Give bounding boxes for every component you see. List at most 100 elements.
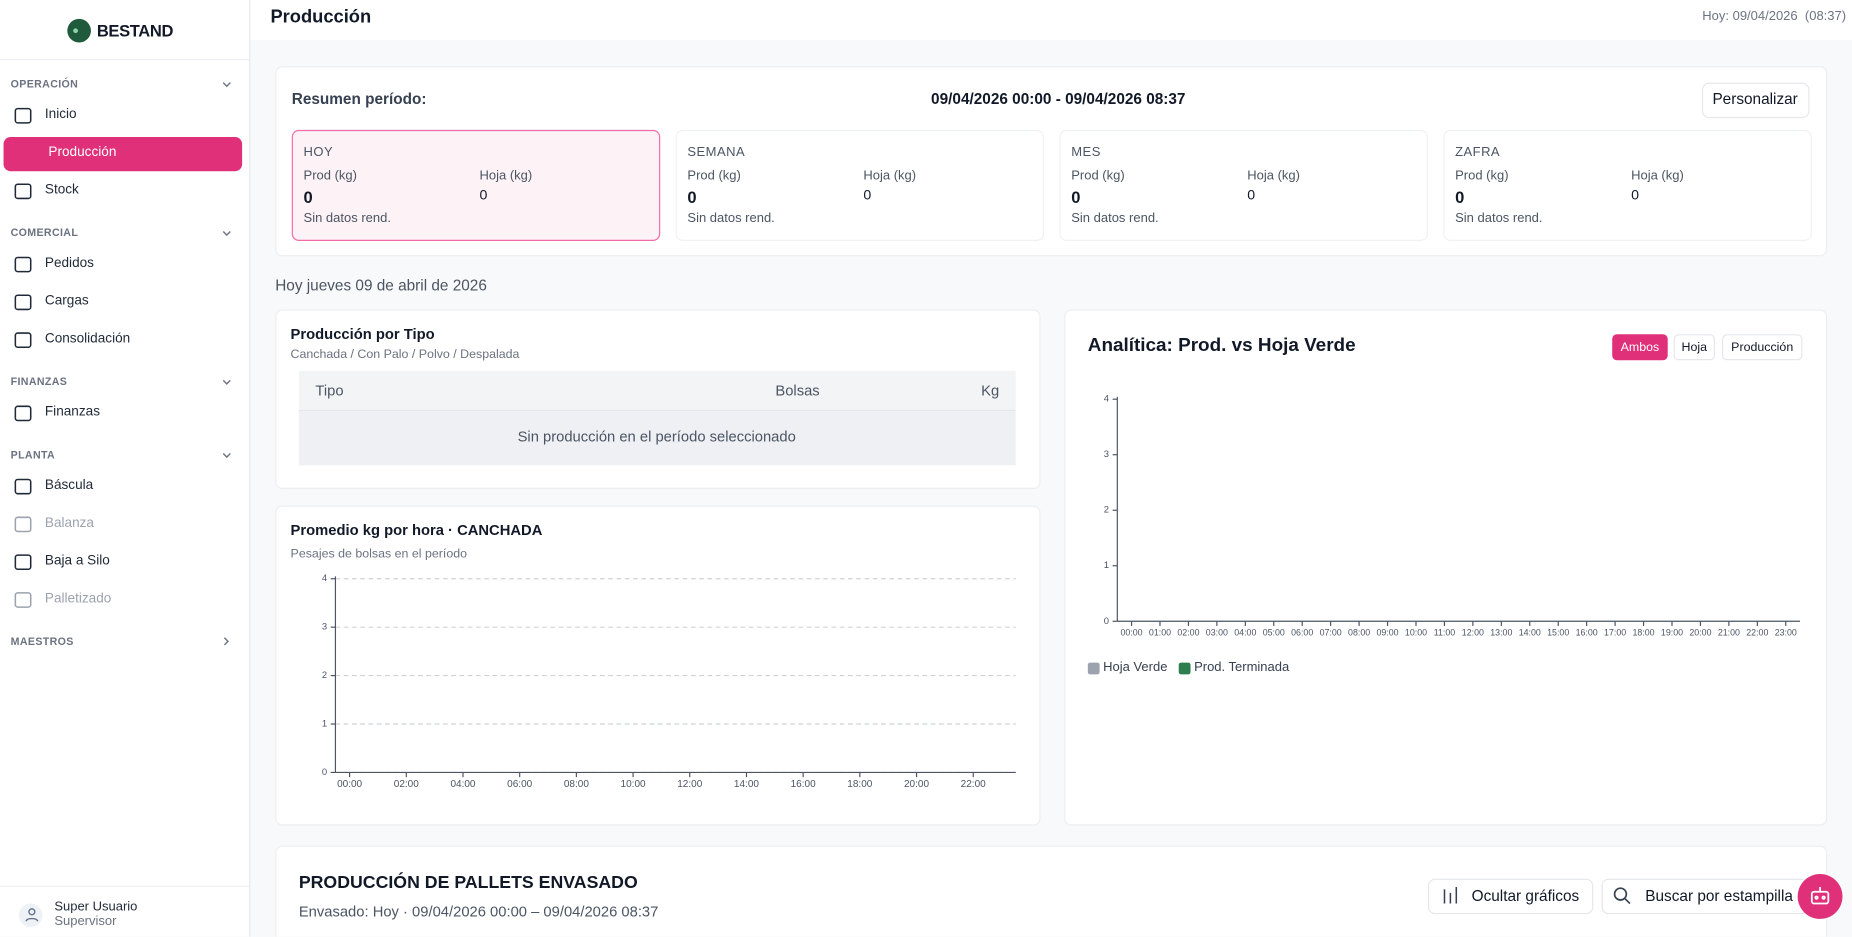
x-tick-label: 14:00 — [1519, 627, 1541, 637]
prod-label: Prod (kg) — [303, 169, 357, 184]
search-label[interactable]: Buscar por estampilla — [1645, 887, 1793, 905]
x-tick-label: 10:00 — [1405, 627, 1427, 637]
table-title: Producción por Tipo — [290, 325, 435, 342]
nav-item[interactable]: Cargas — [44, 294, 89, 309]
prod-label: Prod (kg) — [1071, 169, 1125, 184]
x-tick-label: 11:00 — [1434, 627, 1456, 637]
period-card[interactable] — [675, 129, 1045, 241]
active-nav-bg[interactable] — [3, 137, 243, 172]
nav-item[interactable]: Consolidación — [44, 331, 131, 347]
x-tick-label: 14:00 — [734, 779, 759, 790]
y-tick-label: 4 — [322, 573, 327, 584]
section-heading: PLANTA — [10, 448, 56, 461]
x-tick-label: 21:00 — [1718, 627, 1740, 637]
prod-label: Prod (kg) — [687, 169, 741, 184]
summary-label: Resumen período: — [291, 89, 427, 108]
pallets-subtitle: Envasado: Hoy · 09/04/2026 00:00 – 09/04… — [298, 902, 659, 920]
nav-item[interactable]: Inicio — [44, 107, 77, 122]
x-tick-label: 20:00 — [904, 779, 929, 790]
header-bar — [250, 0, 1852, 41]
nav-icon — [14, 107, 32, 124]
section-heading: MAESTROS — [10, 634, 74, 647]
legend-swatch — [1178, 662, 1191, 675]
x-tick-label: 16:00 — [1576, 627, 1598, 637]
date-heading: Hoy jueves 09 de abril de 2026 — [275, 276, 487, 295]
table-header — [298, 370, 1016, 412]
prod-value: 0 — [1071, 187, 1081, 207]
hoja-label: Hoja (kg) — [1631, 169, 1684, 184]
hoja-value: 0 — [863, 186, 872, 203]
table-empty-message: Sin producción en el período seleccionad… — [517, 428, 796, 445]
pallets-title: PRODUCCIÓN DE PALLETS ENVASADO — [298, 872, 638, 893]
x-tick-label: 02:00 — [1177, 627, 1199, 637]
personalizar-button[interactable] — [1701, 82, 1810, 119]
x-tick-label: 00:00 — [1120, 627, 1142, 637]
table-subtitle: Canchada / Con Palo / Polvo / Despalada — [290, 346, 520, 362]
nav-item[interactable]: Pedidos — [44, 256, 94, 271]
period-card[interactable] — [1443, 129, 1812, 241]
nav-item[interactable]: Finanzas — [44, 405, 101, 420]
chart-title: Promedio kg por hora · CANCHADA — [290, 521, 543, 538]
y-tick-label: 2 — [1104, 505, 1109, 516]
hide-charts-button[interactable] — [1427, 878, 1594, 915]
hoja-label: Hoja (kg) — [863, 169, 917, 184]
nav-icon — [14, 405, 32, 422]
personalizar-label[interactable]: Personalizar — [1712, 89, 1798, 108]
search-icon — [1613, 887, 1631, 905]
nav-icon — [14, 478, 32, 495]
chart-title: Analítica: Prod. vs Hoja Verde — [1087, 335, 1356, 356]
page-title: Producción — [270, 6, 372, 27]
x-tick-label: 04:00 — [450, 779, 475, 790]
prod-value: 0 — [1455, 187, 1465, 207]
x-tick-label: 12:00 — [677, 779, 702, 790]
legend-swatch — [1087, 662, 1100, 675]
nav-item[interactable]: Stock — [44, 183, 79, 198]
card-note: Sin datos rend. — [687, 211, 775, 227]
x-tick-label: 18:00 — [1632, 627, 1654, 637]
x-tick-label: 02:00 — [394, 779, 419, 790]
nav-item[interactable]: Baja a Silo — [44, 554, 110, 569]
hide-charts-label[interactable]: Ocultar gráficos — [1471, 887, 1580, 905]
x-tick-label: 16:00 — [791, 779, 816, 790]
toggle-button[interactable] — [1673, 334, 1715, 361]
period-card[interactable] — [1059, 129, 1428, 241]
toggle-label[interactable]: Hoja — [1681, 339, 1708, 354]
period-card[interactable] — [291, 129, 661, 241]
x-tick-label: 19:00 — [1661, 627, 1683, 637]
assistant-button[interactable] — [1797, 874, 1843, 919]
sidebar-divider — [0, 59, 250, 61]
x-tick-label: 03:00 — [1206, 627, 1228, 637]
x-tick-label: 04:00 — [1234, 627, 1256, 637]
toggle-button[interactable] — [1722, 334, 1803, 361]
column-header: Kg — [981, 382, 1000, 399]
nav-item[interactable]: Balanza — [44, 516, 94, 531]
prod-label: Prod (kg) — [1455, 169, 1509, 184]
search-button[interactable] — [1601, 878, 1809, 915]
nav-item[interactable]: Producción — [48, 145, 117, 160]
card-note: Sin datos rend. — [1455, 211, 1543, 227]
nav-item[interactable]: Palletizado — [44, 591, 112, 607]
section-chevron — [223, 637, 229, 646]
card-note: Sin datos rend. — [303, 211, 391, 227]
nav-item[interactable]: Báscula — [44, 478, 94, 493]
x-tick-label: 10:00 — [621, 779, 646, 790]
nav-icon — [14, 256, 32, 273]
column-header: Tipo — [315, 382, 344, 399]
x-tick-label: 05:00 — [1263, 627, 1285, 637]
toggle-button[interactable] — [1612, 334, 1668, 361]
x-tick-label: 07:00 — [1320, 627, 1342, 637]
x-tick-label: 08:00 — [564, 779, 589, 790]
x-tick-label: 22:00 — [1746, 627, 1768, 637]
x-tick-label: 18:00 — [847, 779, 872, 790]
toggle-label[interactable]: Producción — [1731, 339, 1794, 354]
brand-logo — [67, 18, 91, 43]
y-tick-label: 0 — [1104, 616, 1109, 627]
x-tick-label: 08:00 — [1348, 627, 1370, 637]
chart-subtitle: Pesajes de bolsas en el período — [290, 546, 468, 561]
toggle-label[interactable]: Ambos — [1620, 339, 1660, 354]
nav-icon — [14, 294, 32, 311]
card-title: ZAFRA — [1455, 145, 1501, 160]
table-empty-row — [298, 411, 1016, 466]
x-tick-label: 22:00 — [961, 779, 986, 790]
